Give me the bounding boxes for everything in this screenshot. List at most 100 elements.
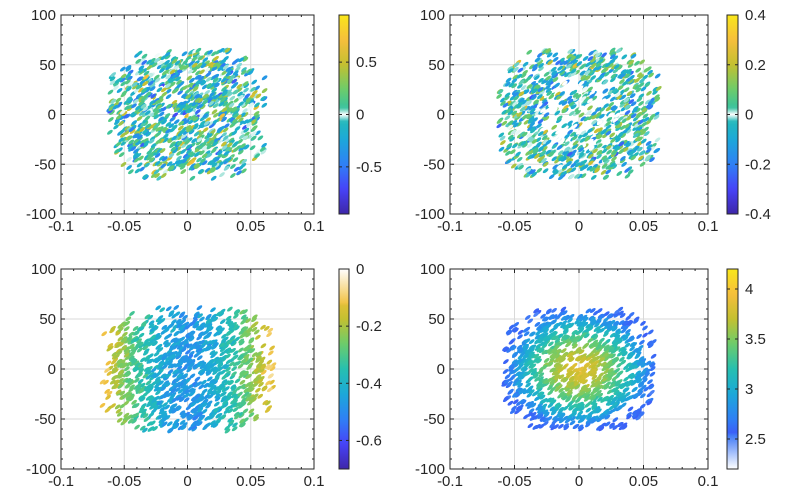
scatter-point [240,319,246,325]
scatter-point [597,102,604,108]
scatter-point [617,351,623,357]
scatter-point [155,131,162,137]
scatter-point [567,120,573,126]
scatter-point [551,70,557,76]
scatter-point [219,342,225,348]
scatter-point [128,344,135,350]
scatter-point [640,369,647,375]
scatter-point [646,90,652,96]
scatter-point [160,373,167,379]
x-tick-label: -0.1 [437,218,463,235]
scatter-point [137,126,143,132]
scatter-point [609,160,616,166]
scatter-point [522,389,529,395]
scatter-point [578,80,585,86]
scatter-point [178,162,185,168]
scatter-point [116,411,123,417]
scatter-point [147,98,154,104]
scatter-point [621,424,628,430]
scatter-point [583,98,589,104]
scatter-point [171,74,177,80]
scatter-point [623,376,629,382]
scatter-point [142,427,148,433]
scatter-point [568,371,575,377]
scatter-point [627,169,634,175]
scatter-point [144,87,151,93]
scatter-point [587,337,594,343]
scatter-point [216,407,223,413]
scatter-point [532,371,539,377]
scatter-point [618,310,624,316]
scatter-point [611,149,618,155]
scatter-point [572,337,579,343]
scatter-point [197,407,204,413]
scatter-point [212,74,218,80]
scatter-point [145,380,152,386]
scatter-point [210,167,217,173]
scatter-point [513,66,519,72]
scatter-point [248,99,255,105]
scatter-point [566,352,573,358]
scatter-point [603,71,610,77]
scatter-point [539,394,546,400]
scatter-point [541,135,548,141]
scatter-point [559,91,565,97]
scatter-point [549,367,556,373]
scatter-point [631,108,638,114]
scatter-point [616,391,622,397]
scatter-point [229,95,236,101]
scatter-point [601,366,608,372]
scatter-point [558,367,565,372]
scatter-point [525,167,532,173]
scatter-point [566,167,573,173]
scatter-point [213,401,220,407]
scatter-point [145,369,151,375]
scatter-point [174,159,181,165]
scatter-point [124,105,130,111]
scatter-point [577,377,584,383]
scatter-point [133,360,140,366]
scatter-point [229,117,236,122]
scatter-point [555,365,562,371]
scatter-point [178,313,185,319]
scatter-point [218,111,224,117]
scatter-point [599,113,605,119]
scatter-point [225,49,232,55]
scatter-point [516,73,523,79]
scatter-point [593,128,600,134]
scatter-point [594,167,600,173]
scatter-point [254,102,260,108]
scatter-point [590,418,597,424]
scatter-point [123,326,130,332]
scatter-point [231,371,237,377]
scatter-point [104,367,110,373]
scatter-point [228,322,235,328]
scatter-point [620,69,627,75]
scatter-point [545,75,551,81]
scatter-point [516,407,523,413]
scatter-point [162,360,169,366]
scatter-point [154,99,161,105]
scatter-point [189,345,196,351]
scatter-point [243,373,249,378]
scatter-point [654,94,660,100]
scatter-point [240,358,247,364]
scatter-point [561,310,568,316]
scatter-point [589,316,596,322]
scatter-point [638,93,645,99]
scatter-point [649,389,655,395]
scatter-point [569,49,576,54]
scatter-point [566,389,573,395]
scatter-point [596,390,602,395]
scatter-point [603,384,610,390]
scatter-point [601,148,608,154]
scatter-point [191,426,198,432]
scatter-point [543,112,550,118]
x-tick-label: 0.05 [629,218,658,235]
scatter-point [587,128,593,134]
scatter-point [541,349,548,355]
scatter-point [180,425,187,430]
scatter-point [637,119,644,125]
scatter-point [646,340,653,346]
scatter-point [126,86,132,92]
